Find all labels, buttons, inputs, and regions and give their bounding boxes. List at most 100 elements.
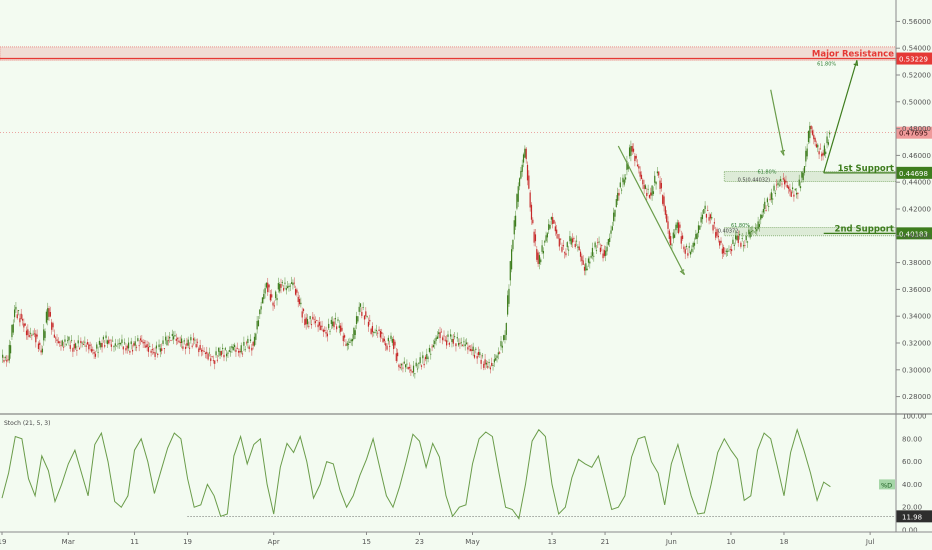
candle-body: [24, 323, 26, 326]
candle-body: [406, 363, 408, 365]
price-tick-label: 0.36000: [902, 286, 931, 294]
candle-body: [336, 326, 338, 330]
price-tick-label: 0.48000: [902, 125, 931, 133]
candle-body: [613, 212, 615, 222]
candle-body: [145, 345, 147, 348]
candle-body: [228, 350, 230, 352]
candle-body: [715, 232, 717, 238]
candle-body: [322, 329, 325, 332]
candle-body: [180, 338, 183, 343]
candle-body: [263, 294, 265, 300]
candle-body: [774, 193, 776, 194]
candle-body: [471, 349, 473, 352]
candle-body: [365, 311, 367, 317]
candle-body: [161, 348, 163, 352]
candle-body: [222, 347, 224, 350]
candle-body: [512, 239, 514, 250]
candle-body: [452, 338, 454, 344]
candle-body: [738, 234, 741, 235]
candle-body: [814, 138, 816, 142]
candle-body: [781, 183, 783, 185]
candle-body: [451, 338, 453, 343]
candle-body: [416, 368, 419, 370]
candle-body: [281, 282, 283, 283]
candle-body: [701, 214, 704, 220]
candle-body: [240, 345, 242, 353]
candle-body: [587, 258, 590, 263]
candle-body: [770, 192, 772, 200]
candle-body: [48, 308, 50, 317]
candle-body: [558, 238, 560, 247]
candle-body: [97, 351, 99, 353]
candle-body: [90, 349, 93, 352]
price-tick-label: 0.44000: [902, 179, 931, 187]
candle-body: [436, 336, 438, 339]
candle-body: [178, 340, 180, 343]
candle-body: [344, 335, 346, 338]
price-tick-label: 0.42000: [902, 206, 931, 214]
level-price-label: 0.44698: [899, 170, 928, 178]
candle-body: [440, 331, 442, 333]
candle-body: [635, 155, 637, 159]
price-tick-label: 0.46000: [902, 152, 931, 160]
candle-body: [218, 347, 220, 352]
projection-arrow: [823, 60, 858, 173]
stoch-min-badge: [896, 510, 932, 523]
candle-body: [418, 363, 420, 364]
candle-body: [36, 334, 38, 337]
candle-body: [23, 323, 25, 328]
candle-body: [607, 238, 609, 245]
candle-body: [61, 340, 63, 346]
candle-body: [93, 351, 95, 354]
candle-body: [467, 347, 469, 350]
candle-body: [617, 192, 619, 201]
candle-body: [704, 205, 706, 209]
level-name: Major Resistance: [812, 50, 894, 60]
candle-body: [532, 219, 534, 224]
candle-body: [138, 345, 140, 347]
candle-body: [713, 222, 715, 224]
candle-body: [134, 341, 136, 346]
candle-body: [33, 333, 36, 335]
candle-body: [49, 312, 51, 317]
candle-body: [285, 288, 287, 291]
candle-body: [762, 209, 765, 213]
candle-body: [74, 343, 77, 349]
candle-body: [265, 282, 268, 288]
candle-body: [765, 210, 767, 212]
candle-body: [461, 344, 464, 346]
candle-body: [210, 358, 212, 362]
candle-body: [308, 325, 310, 327]
candle-body: [589, 261, 591, 264]
candle-body: [80, 340, 82, 343]
candle-body: [358, 306, 360, 312]
candle-body: [513, 220, 515, 235]
candle-body: [52, 323, 54, 328]
candle-body: [108, 340, 110, 344]
candle-body: [748, 229, 750, 235]
candle-body: [536, 249, 538, 260]
candle-body: [427, 357, 429, 359]
candle-body: [784, 179, 786, 185]
candle-body: [525, 148, 527, 160]
candle-body: [211, 356, 213, 357]
candle-body: [357, 316, 359, 322]
projection-arrowhead: [853, 60, 859, 67]
candle-body: [667, 221, 669, 229]
level-price-label: 0.53229: [899, 56, 928, 64]
candle-body: [301, 311, 303, 318]
candle-body: [574, 243, 576, 247]
candle-body: [290, 282, 293, 284]
candle-body: [334, 318, 336, 320]
candle-body: [232, 347, 234, 351]
candle-body: [651, 185, 653, 196]
candle-body: [300, 302, 302, 305]
fib-annotation: 61.80%: [731, 223, 750, 229]
candle-body: [190, 337, 192, 341]
candle-body: [556, 229, 558, 234]
candle-body: [341, 327, 343, 331]
candle-body: [247, 338, 249, 343]
candle-body: [794, 188, 796, 191]
candle-body: [165, 336, 167, 341]
candle-body: [605, 250, 607, 256]
